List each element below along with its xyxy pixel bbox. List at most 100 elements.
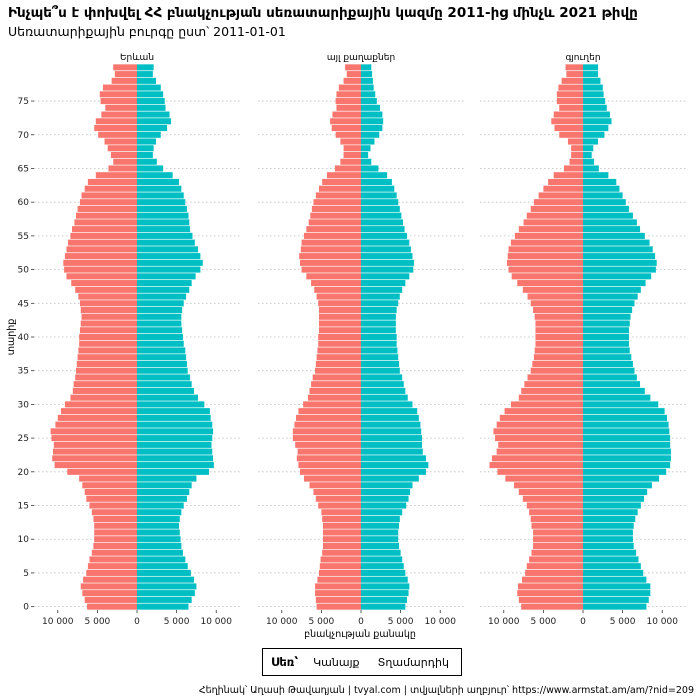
bar-women-p2-age56: [518, 226, 583, 233]
bar-women-p0-age62: [84, 185, 137, 192]
bar-men-p1-age75: [361, 98, 377, 105]
bar-men-p1-age32: [361, 387, 406, 394]
bar-men-p2-age51: [583, 259, 657, 266]
bar-women-p0-age54: [68, 239, 137, 246]
bar-women-p1-age49: [306, 273, 361, 280]
bar-women-p0-age61: [81, 192, 137, 199]
bar-women-p0-age43: [81, 313, 137, 320]
bar-men-p0-age46: [137, 293, 187, 300]
bar-men-p2-age16: [583, 495, 645, 502]
x-tick-label-0-4: 10 000: [200, 617, 232, 627]
bar-women-p1-age47: [314, 286, 361, 293]
legend: Սեռ՝ Կանայք Տղամարդիկ: [262, 648, 462, 676]
bar-women-p1-age71: [331, 125, 361, 132]
bar-men-p0-age65: [137, 165, 164, 172]
bar-women-p0-age16: [86, 495, 137, 502]
bar-women-p0-age51: [63, 259, 137, 266]
bar-men-p2-age71: [583, 125, 609, 132]
bar-women-p2-age15: [526, 502, 583, 509]
bar-men-p0-age29: [137, 408, 210, 415]
bar-men-p2-age54: [583, 239, 650, 246]
bar-men-p2-age29: [583, 408, 665, 415]
bar-men-p2-age23: [583, 448, 671, 455]
bar-men-p2-age50: [583, 266, 656, 273]
bar-men-p1-age59: [361, 205, 400, 212]
bar-women-p2-age50: [508, 266, 583, 273]
bar-women-p1-age41: [319, 327, 361, 334]
bar-women-p0-age38: [78, 347, 137, 354]
bar-men-p1-age39: [361, 340, 397, 347]
bar-women-p0-age28: [57, 414, 138, 421]
bar-women-p0-age23: [53, 448, 138, 455]
bar-women-p0-age5: [86, 569, 137, 576]
bar-women-p1-age64: [326, 172, 361, 179]
bar-women-p1-age24: [295, 441, 361, 448]
bar-men-p2-age18: [583, 482, 652, 489]
bar-women-p1-age27: [294, 421, 361, 428]
bar-women-p1-age51: [299, 259, 361, 266]
x-tick-label-1-1: 5 000: [309, 617, 335, 627]
bar-men-p2-age8: [583, 549, 637, 556]
bar-men-p0-age77: [137, 84, 161, 91]
bar-women-p1-age62: [319, 185, 361, 192]
bar-men-p2-age32: [583, 387, 645, 394]
bar-men-p2-age31: [583, 394, 651, 401]
bar-men-p0-age68: [137, 145, 154, 152]
bar-men-p1-age77: [361, 84, 374, 91]
bar-men-p0-age49: [137, 273, 196, 280]
bar-women-p2-age78: [561, 77, 583, 84]
bar-men-p0-age26: [137, 428, 214, 435]
x-tick-label-2-2: 0: [580, 617, 586, 627]
bar-women-p2-age69: [567, 138, 583, 145]
bar-men-p1-age37: [361, 354, 399, 361]
bar-men-p1-age63: [361, 178, 392, 185]
bar-men-p1-age34: [361, 374, 403, 381]
bar-men-p1-age31: [361, 394, 408, 401]
bar-men-p0-age11: [137, 529, 180, 536]
bar-women-p1-age7: [320, 556, 361, 563]
legend-label-women: Կանայք: [313, 655, 360, 669]
bar-women-p2-age20: [497, 468, 583, 475]
bar-women-p2-age22: [491, 455, 583, 462]
bar-women-p1-age54: [301, 239, 361, 246]
bar-women-p2-age21: [489, 462, 583, 469]
bar-women-p2-age34: [527, 374, 583, 381]
bar-men-p0-age55: [137, 232, 193, 239]
bar-men-p2-age1: [583, 596, 649, 603]
bar-men-p0-age48: [137, 280, 192, 287]
bar-men-p0-age50: [137, 266, 201, 273]
bar-men-p0-age33: [137, 381, 192, 388]
bar-men-p2-age75: [583, 98, 606, 105]
bar-women-p0-age68: [107, 145, 137, 152]
bar-women-p1-age60: [313, 199, 361, 206]
bar-men-p2-age25: [583, 435, 671, 442]
y-axis-title: տարիք: [6, 319, 17, 356]
bar-women-p0-age39: [79, 340, 137, 347]
bar-men-p0-age15: [137, 502, 184, 509]
bar-men-p1-age61: [361, 192, 397, 199]
bar-men-p0-age56: [137, 226, 191, 233]
bar-women-p0-age36: [76, 360, 137, 367]
bar-women-p1-age79: [346, 71, 361, 78]
bar-men-p2-age24: [583, 441, 671, 448]
bar-women-p1-age3: [315, 583, 361, 590]
y-tick-label-15: 75: [18, 97, 29, 107]
bar-men-p0-age7: [137, 556, 186, 563]
bar-women-p0-age37: [77, 354, 137, 361]
bar-women-p0-age18: [82, 482, 137, 489]
bar-women-p0-age40: [79, 333, 137, 341]
bar-women-p0-age15: [89, 502, 137, 509]
bar-men-p1-age40: [361, 333, 397, 341]
bar-men-p2-age22: [583, 455, 671, 462]
bar-women-p1-age58: [310, 212, 361, 219]
bar-men-p1-age64: [361, 172, 388, 179]
bar-women-p1-age59: [311, 205, 361, 212]
bar-men-p2-age61: [583, 192, 623, 199]
bar-men-p1-age18: [361, 482, 413, 489]
x-tick-label-0-1: 5 000: [85, 617, 111, 627]
bar-women-p0-age69: [104, 138, 137, 145]
bar-women-p0-age13: [93, 515, 137, 523]
bar-women-p2-age44: [533, 307, 583, 314]
panel-title-1: այլ քաղաքներ: [327, 53, 395, 63]
bar-men-p1-age2: [361, 590, 409, 597]
